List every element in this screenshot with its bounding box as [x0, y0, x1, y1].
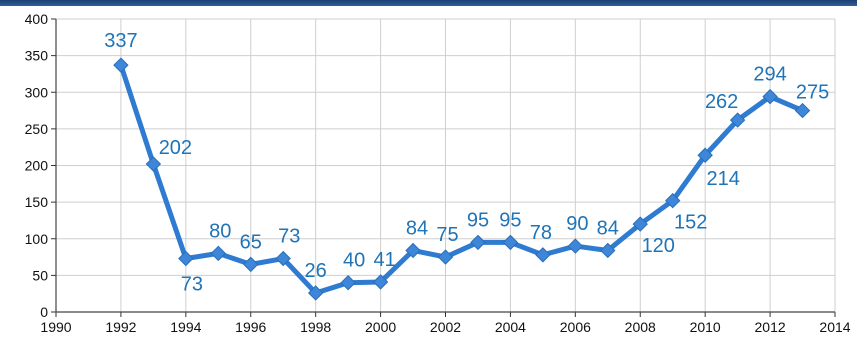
data-point-2010 [697, 147, 713, 163]
axes [51, 18, 836, 317]
y-tick-label: 300 [25, 84, 49, 100]
x-tick-label: 1992 [105, 319, 136, 335]
data-point-1995 [210, 245, 226, 262]
series [113, 57, 811, 301]
data-point-2012 [762, 88, 778, 105]
top-band [0, 0, 857, 6]
x-tick-label: 2010 [690, 319, 721, 335]
data-point-2002 [437, 249, 454, 265]
x-tick-label: 2008 [625, 319, 656, 335]
data-point-2008 [632, 216, 648, 232]
y-tick-label: 50 [32, 267, 48, 283]
y-tick-label: 150 [25, 194, 49, 210]
x-tick-label: 2014 [819, 319, 850, 335]
data-point-1994 [178, 250, 194, 267]
data-label-2005: 78 [530, 222, 552, 244]
y-tick-label: 200 [25, 158, 49, 174]
y-tick-label: 100 [25, 231, 49, 247]
data-label-2007: 84 [597, 217, 619, 239]
data-label-1994: 73 [181, 274, 203, 296]
data-label-1998: 26 [305, 260, 327, 282]
data-label-1997: 73 [278, 226, 300, 248]
x-tick-label: 1996 [235, 319, 266, 335]
data-point-2001 [405, 242, 421, 259]
data-label-1999: 40 [343, 250, 365, 272]
data-label-2008: 120 [642, 235, 675, 257]
data-label-1995: 80 [209, 220, 231, 242]
y-axis-ticks: 0 50 100 150 200 250 300 350 400 [25, 11, 49, 320]
data-label-2011: 262 [705, 91, 738, 113]
y-tick-label: 400 [25, 11, 49, 27]
y-tick-label: 350 [25, 48, 49, 64]
x-axis-ticks: 1990 1992 1994 1996 1998 2000 2002 2004 2006 2008… [40, 319, 850, 335]
data-point-2003 [470, 234, 486, 251]
x-tick-label: 1994 [170, 319, 201, 335]
data-label-2006: 90 [566, 213, 588, 235]
data-point-2007 [600, 242, 616, 259]
data-point-2005 [535, 247, 551, 263]
data-label-2002: 75 [436, 224, 458, 246]
data-point-1993 [145, 156, 162, 172]
data-label-1993: 202 [159, 137, 192, 159]
data-label-2001: 84 [406, 217, 428, 239]
x-tick-label: 2000 [365, 319, 396, 335]
x-tick-label: 2012 [755, 319, 786, 335]
data-label-2013: 275 [796, 82, 829, 104]
series-line [118, 62, 806, 296]
data-point-2013 [794, 102, 811, 119]
data-point-2009 [665, 192, 681, 209]
data-label-2000: 41 [373, 249, 395, 271]
data-point-2004 [502, 234, 519, 251]
grid [55, 18, 836, 313]
data-label-2003: 95 [467, 209, 489, 231]
data-label-2009: 152 [674, 212, 707, 234]
data-point-2000 [372, 274, 389, 290]
data-label-1992: 337 [104, 30, 137, 52]
data-point-2006 [567, 238, 584, 254]
data-point-1996 [243, 256, 259, 273]
data-label-2010: 214 [706, 168, 739, 190]
x-tick-label: 2006 [560, 319, 591, 335]
x-tick-label: 2004 [495, 319, 526, 335]
data-point-1999 [340, 274, 356, 291]
data-label-2004: 95 [499, 209, 521, 231]
data-point-1998 [307, 285, 324, 301]
data-label-2012: 294 [753, 64, 786, 86]
data-point-2011 [729, 112, 746, 128]
x-tick-label: 2002 [430, 319, 461, 335]
data-label-1996: 65 [240, 231, 262, 253]
x-tick-label: 1998 [300, 319, 331, 335]
y-tick-label: 0 [40, 304, 48, 320]
data-point-1997 [275, 250, 291, 267]
x-tick-label: 1990 [40, 319, 71, 335]
data-point-1992 [113, 57, 129, 73]
y-tick-label: 250 [25, 121, 49, 137]
